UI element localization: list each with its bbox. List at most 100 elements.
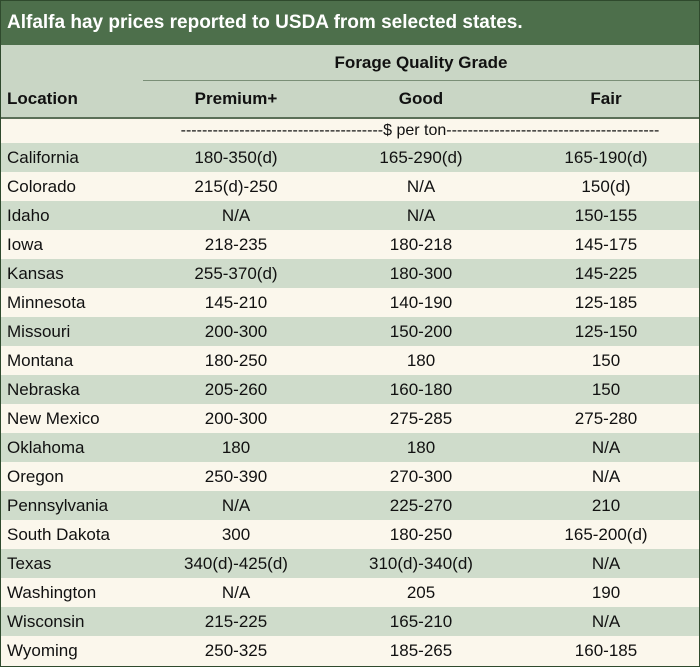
table-row: Missouri 200-300 150-200 125-150 <box>1 317 699 346</box>
fair-cell: 150 <box>591 380 621 399</box>
table-row: Montana 180-250 180 150 <box>1 346 699 375</box>
forage-quality-grade-header: Forage Quality Grade <box>334 53 508 72</box>
table-header: Forage Quality Grade Location Premium+ G… <box>1 45 699 119</box>
location-cell: Texas <box>7 554 52 573</box>
good-cell: 180-300 <box>389 264 453 283</box>
location-cell: Oklahoma <box>7 438 85 457</box>
fair-cell: 145-225 <box>574 264 638 283</box>
premium-cell: N/A <box>221 206 251 225</box>
location-column-header: Location <box>7 89 78 108</box>
table-row: South Dakota 300 180-250 165-200(d) <box>1 520 699 549</box>
table-row: Iowa 218-235 180-218 145-175 <box>1 230 699 259</box>
premium-cell: 250-325 <box>204 641 268 660</box>
location-cell: Idaho <box>7 206 50 225</box>
good-cell: N/A <box>406 206 436 225</box>
good-cell: 150-200 <box>389 322 453 341</box>
premium-cell: 255-370(d) <box>194 264 278 283</box>
good-cell: 275-285 <box>389 409 453 428</box>
fair-cell: 150(d) <box>581 177 631 196</box>
table-row: Wyoming 250-325 185-265 160-185 <box>1 636 699 665</box>
premium-cell: 250-390 <box>204 467 268 486</box>
good-cell: 270-300 <box>389 467 453 486</box>
good-cell: 165-290(d) <box>379 148 463 167</box>
fair-cell: 190 <box>591 583 621 602</box>
table-row: Kansas 255-370(d) 180-300 145-225 <box>1 259 699 288</box>
units-label: --------------------------------------$ … <box>180 122 660 139</box>
good-cell: 165-210 <box>389 612 453 631</box>
premium-cell: 200-300 <box>204 322 268 341</box>
good-cell: 185-265 <box>389 641 453 660</box>
premium-cell: 205-260 <box>204 380 268 399</box>
fair-cell: 150 <box>591 351 621 370</box>
fair-cell: 150-155 <box>574 206 638 225</box>
premium-cell: 300 <box>221 525 251 544</box>
units-row: --------------------------------------$ … <box>1 119 699 143</box>
premium-cell: 215(d)-250 <box>194 177 278 196</box>
fair-cell: N/A <box>591 438 621 457</box>
fair-cell: 275-280 <box>574 409 638 428</box>
table-row: Wisconsin 215-225 165-210 N/A <box>1 607 699 636</box>
good-cell: 160-180 <box>389 380 453 399</box>
table-row: Washington N/A 205 190 <box>1 578 699 607</box>
location-cell: Colorado <box>7 177 76 196</box>
location-cell: Minnesota <box>7 293 86 312</box>
fair-cell: N/A <box>591 554 621 573</box>
good-column-header: Good <box>398 89 444 108</box>
premium-cell: 340(d)-425(d) <box>184 554 288 573</box>
good-cell: N/A <box>406 177 436 196</box>
good-cell: 140-190 <box>389 293 453 312</box>
fair-cell: N/A <box>591 612 621 631</box>
header-divider <box>143 80 699 81</box>
premium-cell: 180 <box>221 438 251 457</box>
premium-cell: 145-210 <box>204 293 268 312</box>
table-row: Pennsylvania N/A 225-270 210 <box>1 491 699 520</box>
table-row: Texas 340(d)-425(d) 310(d)-340(d) N/A <box>1 549 699 578</box>
premium-cell: N/A <box>221 496 251 515</box>
location-cell: Washington <box>7 583 97 602</box>
fair-cell: 210 <box>591 496 621 515</box>
table-row: Minnesota 145-210 140-190 125-185 <box>1 288 699 317</box>
premium-cell: 218-235 <box>204 235 268 254</box>
good-cell: 205 <box>406 583 436 602</box>
location-cell: Wisconsin <box>7 612 85 631</box>
location-cell: Oregon <box>7 467 64 486</box>
premium-cell: 215-225 <box>204 612 268 631</box>
premium-cell: 180-350(d) <box>194 148 278 167</box>
table-body: California 180-350(d) 165-290(d) 165-190(d)… <box>1 143 699 665</box>
location-cell: California <box>7 148 79 167</box>
premium-column-header: Premium+ <box>194 89 278 108</box>
table-row: Idaho N/A N/A 150-155 <box>1 201 699 230</box>
fair-column-header: Fair <box>590 89 622 108</box>
location-cell: Montana <box>7 351 74 370</box>
good-cell: 180-218 <box>389 235 453 254</box>
fair-cell: N/A <box>591 467 621 486</box>
table-row: New Mexico 200-300 275-285 275-280 <box>1 404 699 433</box>
fair-cell: 145-175 <box>574 235 638 254</box>
location-cell: Kansas <box>7 264 64 283</box>
good-cell: 180 <box>406 351 436 370</box>
table-title: Alfalfa hay prices reported to USDA from… <box>1 1 699 45</box>
premium-cell: N/A <box>221 583 251 602</box>
location-cell: Wyoming <box>7 641 78 660</box>
table-row: Oklahoma 180 180 N/A <box>1 433 699 462</box>
good-cell: 310(d)-340(d) <box>369 554 473 573</box>
table-row: Oregon 250-390 270-300 N/A <box>1 462 699 491</box>
fair-cell: 125-150 <box>574 322 638 341</box>
premium-cell: 200-300 <box>204 409 268 428</box>
fair-cell: 165-190(d) <box>564 148 648 167</box>
location-cell: Missouri <box>7 322 71 341</box>
fair-cell: 165-200(d) <box>564 525 648 544</box>
location-cell: Nebraska <box>7 380 80 399</box>
good-cell: 180-250 <box>389 525 453 544</box>
good-cell: 225-270 <box>389 496 453 515</box>
location-cell: Iowa <box>7 235 43 254</box>
premium-cell: 180-250 <box>204 351 268 370</box>
fair-cell: 160-185 <box>574 641 638 660</box>
good-cell: 180 <box>406 438 436 457</box>
table-row: Nebraska 205-260 160-180 150 <box>1 375 699 404</box>
fair-cell: 125-185 <box>574 293 638 312</box>
location-cell: New Mexico <box>7 409 100 428</box>
table-row: Colorado 215(d)-250 N/A 150(d) <box>1 172 699 201</box>
location-cell: Pennsylvania <box>7 496 109 515</box>
